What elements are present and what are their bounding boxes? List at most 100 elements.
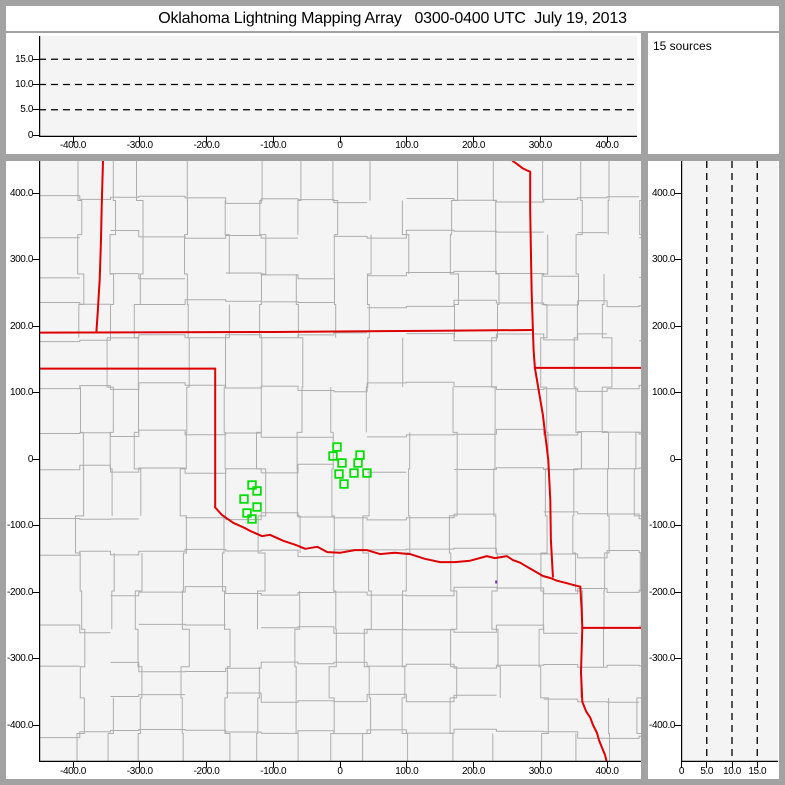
x-tick-label: 200.0 (461, 766, 486, 777)
lightning-source-marker (337, 458, 347, 468)
altitude-ew-plot[interactable] (39, 36, 637, 137)
x-axis-tick (206, 762, 207, 768)
county-line (328, 161, 339, 762)
x-tick-label: -400.0 (60, 140, 86, 151)
x-tick-label: -200.0 (193, 140, 220, 151)
county-line (110, 586, 641, 597)
x-axis-tick (606, 137, 608, 143)
y-tick-label: 0 (27, 129, 34, 141)
y-tick-label: -300.0 (7, 653, 33, 664)
y-tick-label: 200.0 (9, 320, 33, 332)
x-axis-tick (681, 762, 682, 768)
x-tick-label: 100.0 (395, 140, 419, 151)
y-tick-label: 300.0 (651, 254, 675, 265)
lightning-source-marker (252, 486, 262, 496)
x-tick-label: -200.0 (193, 766, 220, 777)
lightning-source-marker (349, 468, 359, 478)
x-tick-label: 400.0 (595, 766, 619, 777)
county-line (106, 161, 116, 762)
x-axis-tick (473, 137, 474, 143)
x-axis-tick (206, 137, 207, 143)
county-line (110, 692, 640, 703)
lightning-source-marker (247, 480, 257, 490)
plot-background (39, 36, 637, 137)
plot-background (681, 161, 778, 762)
y-axis-tick (675, 724, 681, 726)
x-axis-tick (272, 137, 274, 143)
lightning-source-marker (252, 502, 262, 512)
y-axis-tick (33, 724, 39, 726)
map-background (39, 161, 641, 762)
window-title: Oklahoma Lightning Mapping Array 0300-04… (6, 6, 779, 31)
x-tick-label: 0 (337, 140, 343, 151)
altitude-ew-panel: -400.0 -300.0 -200.0 -100.0 0 100.0 200.0 300.0… (6, 33, 641, 154)
y-tick-label: 200.0 (651, 320, 675, 332)
county-line (179, 161, 190, 762)
x-axis-tick (606, 762, 608, 768)
x-axis-tick (272, 762, 274, 768)
y-tick-label: -100.0 (649, 520, 675, 531)
co-ks-border (95, 161, 104, 333)
county-line (256, 161, 267, 762)
county-line (39, 270, 641, 280)
x-axis-tick (406, 762, 408, 768)
altitude-ns-plot[interactable] (681, 161, 778, 762)
y-tick-label: 15.0 (15, 53, 33, 65)
x-axis-tick (706, 762, 708, 768)
x-tick-label: 10.0 (723, 766, 741, 777)
x-tick-label: 0 (337, 766, 343, 777)
x-axis-tick (139, 762, 141, 768)
sources-count-panel: 15 sources (648, 33, 779, 154)
x-tick-label: -300.0 (126, 140, 153, 151)
county-line (39, 229, 641, 239)
tx-ar-border (579, 585, 584, 629)
county-line (538, 161, 549, 762)
y-axis-tick (33, 525, 39, 526)
county-line (294, 161, 304, 762)
y-axis-tick (33, 109, 39, 111)
county-line (601, 161, 613, 762)
county-line (448, 161, 459, 762)
plan-view-map-plot[interactable] (39, 161, 641, 762)
lightning-source-marker (353, 458, 363, 468)
y-axis-tick (33, 591, 39, 593)
county-line (39, 728, 641, 739)
lightning-source-marker (332, 442, 342, 452)
x-axis-tick (539, 137, 541, 143)
y-tick-label: -200.0 (7, 586, 33, 598)
y-tick-label: 100.0 (9, 387, 33, 398)
y-tick-label: 0 (27, 453, 34, 465)
ok-ar-border (533, 366, 554, 578)
x-axis-tick (339, 137, 341, 143)
y-tick-label: 300.0 (9, 254, 33, 265)
county-line (39, 428, 641, 438)
x-axis-tick (72, 762, 74, 768)
y-axis-tick (33, 325, 39, 327)
x-axis-tick (339, 762, 341, 768)
county-line (491, 161, 501, 762)
lightning-source-marker (362, 468, 372, 478)
x-tick-label: 15.0 (748, 766, 767, 777)
x-axis-tick (72, 137, 74, 143)
lightning-source-marker (339, 479, 349, 489)
y-axis-tick (33, 84, 39, 85)
y-axis-tick (675, 525, 681, 526)
x-axis-tick (539, 762, 541, 768)
county-line (39, 623, 641, 634)
lightning-source-marker (334, 469, 344, 479)
y-tick-label: -300.0 (649, 653, 675, 664)
x-axis-tick (473, 762, 474, 768)
x-tick-label: 300.0 (528, 140, 552, 151)
plan-view-panel: -400.0 -300.0 -200.0 -100.0 0 100.0 200.0 300.0… (6, 161, 641, 779)
y-tick-label: -400.0 (7, 719, 33, 731)
x-tick-label: 300.0 (528, 766, 552, 777)
y-axis-tick (33, 458, 39, 460)
ks-ok-north-border (39, 329, 534, 334)
x-axis-tick (731, 762, 733, 768)
y-axis-tick (675, 658, 681, 659)
y-tick-label: 10.0 (15, 79, 33, 90)
x-tick-label: 200.0 (461, 140, 486, 151)
county-boundaries (39, 161, 641, 762)
y-axis-tick (33, 134, 39, 136)
